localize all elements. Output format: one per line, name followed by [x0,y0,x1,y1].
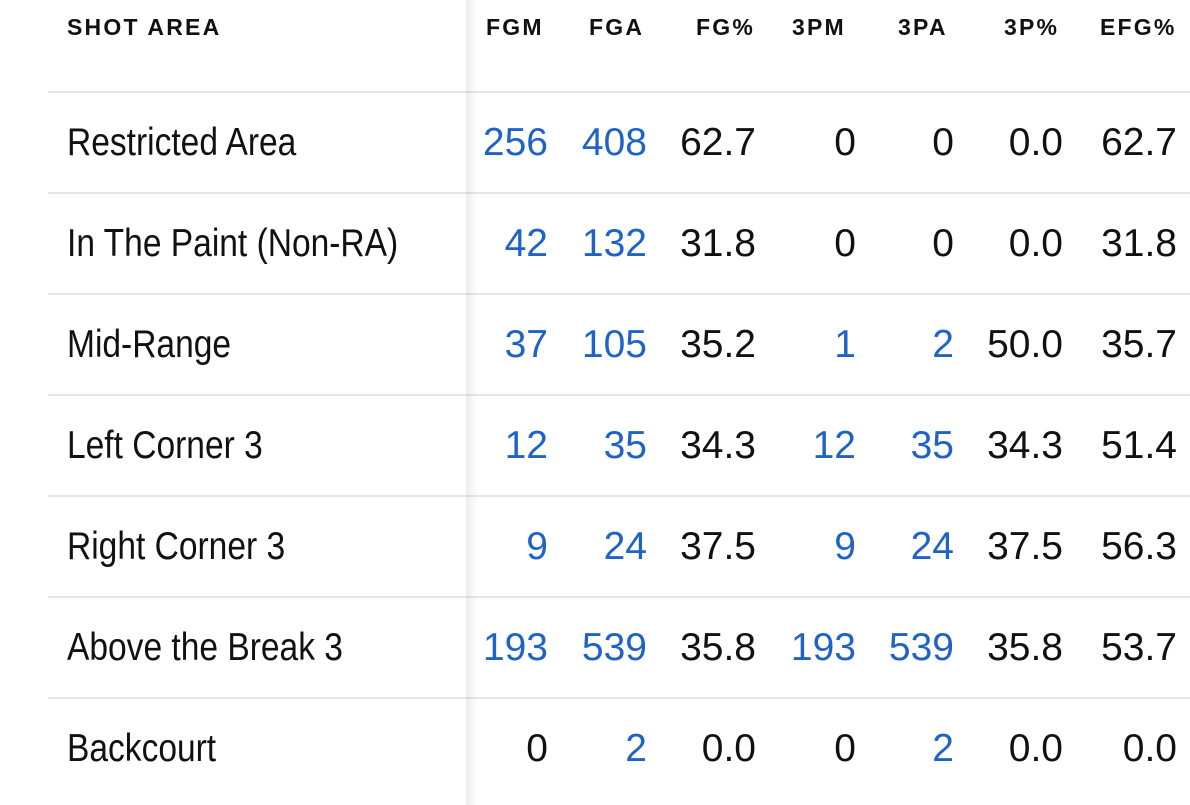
shot-area-label: In The Paint (Non-RA) [67,222,399,265]
3pa-link[interactable]: 24 [910,525,954,568]
header-3pa[interactable]: 3PA [898,14,948,40]
row-divider [48,91,1190,93]
fga-link[interactable]: 105 [581,323,647,366]
row-divider [48,697,1190,699]
fgm-link[interactable]: 37 [504,323,548,366]
header-fgm[interactable]: FGM [486,14,544,40]
header-fg-pct[interactable]: FG% [696,14,755,40]
shot-area-label: Left Corner 3 [67,424,263,467]
3pm-link[interactable]: 9 [834,525,856,568]
table-row: Mid-Range 37 105 35.2 1 2 50.0 35.7 [0,295,1190,395]
shot-area-label: Mid-Range [67,323,232,366]
3pa-link[interactable]: 2 [932,727,954,770]
3pm-link[interactable]: 193 [790,626,856,669]
fgm-link[interactable]: 12 [504,424,548,467]
shot-area-label: Restricted Area [67,121,297,164]
3pm-value: 0 [834,121,856,164]
fga-link[interactable]: 408 [581,121,647,164]
table-row: Above the Break 3 193 539 35.8 193 539 3… [0,598,1190,698]
table-row: Backcourt 0 2 0.0 0 2 0.0 0.0 [0,699,1190,799]
3pa-link[interactable]: 35 [910,424,954,467]
header-efg-pct[interactable]: EFG% [1100,14,1177,40]
fg-pct-value: 35.8 [680,626,756,669]
header-shot-area[interactable]: SHOT AREA [67,14,222,40]
row-divider [48,293,1190,295]
fga-link[interactable]: 35 [603,424,647,467]
efg-pct-value: 51.4 [1101,424,1177,467]
row-divider [48,596,1190,598]
efg-pct-value: 62.7 [1101,121,1177,164]
efg-pct-value: 31.8 [1101,222,1177,265]
fgm-link[interactable]: 42 [504,222,548,265]
row-divider [48,394,1190,396]
fg-pct-value: 34.3 [680,424,756,467]
efg-pct-value: 56.3 [1101,525,1177,568]
fg-pct-value: 31.8 [680,222,756,265]
3p-pct-value: 0.0 [1008,121,1063,164]
fg-pct-value: 62.7 [680,121,756,164]
fg-pct-value: 0.0 [701,727,756,770]
fgm-link[interactable]: 9 [526,525,548,568]
3pa-link[interactable]: 539 [888,626,954,669]
table-row: In The Paint (Non-RA) 42 132 31.8 0 0 0.… [0,194,1190,294]
3pm-value: 0 [834,727,856,770]
sticky-column-shadow [466,0,478,805]
fgm-value: 0 [526,727,548,770]
fga-link[interactable]: 24 [603,525,647,568]
fga-link[interactable]: 539 [581,626,647,669]
3pm-value: 0 [834,222,856,265]
shot-area-label: Right Corner 3 [67,525,286,568]
3p-pct-value: 0.0 [1008,222,1063,265]
header-fga[interactable]: FGA [589,14,645,40]
header-3p-pct[interactable]: 3P% [1004,14,1060,40]
shot-area-label: Above the Break 3 [67,626,343,669]
shot-area-label: Backcourt [67,727,217,770]
fga-link[interactable]: 132 [581,222,647,265]
3p-pct-value: 34.3 [987,424,1063,467]
3pa-value: 0 [932,222,954,265]
fg-pct-value: 35.2 [680,323,756,366]
table-row: Restricted Area 256 408 62.7 0 0 0.0 62.… [0,93,1190,193]
3pm-link[interactable]: 12 [812,424,856,467]
efg-pct-value: 53.7 [1101,626,1177,669]
fgm-link[interactable]: 256 [482,121,548,164]
3pa-value: 0 [932,121,954,164]
3p-pct-value: 0.0 [1008,727,1063,770]
table-row: Left Corner 3 12 35 34.3 12 35 34.3 51.4 [0,396,1190,496]
table-row: Right Corner 3 9 24 37.5 9 24 37.5 56.3 [0,497,1190,597]
3pm-link[interactable]: 1 [834,323,856,366]
efg-pct-value: 35.7 [1101,323,1177,366]
3p-pct-value: 35.8 [987,626,1063,669]
3p-pct-value: 50.0 [987,323,1063,366]
3p-pct-value: 37.5 [987,525,1063,568]
fg-pct-value: 37.5 [680,525,756,568]
row-divider [48,192,1190,194]
fgm-link[interactable]: 193 [482,626,548,669]
efg-pct-value: 0.0 [1122,727,1177,770]
3pa-link[interactable]: 2 [932,323,954,366]
row-divider [48,495,1190,497]
header-3pm[interactable]: 3PM [792,14,846,40]
fga-link[interactable]: 2 [625,727,647,770]
